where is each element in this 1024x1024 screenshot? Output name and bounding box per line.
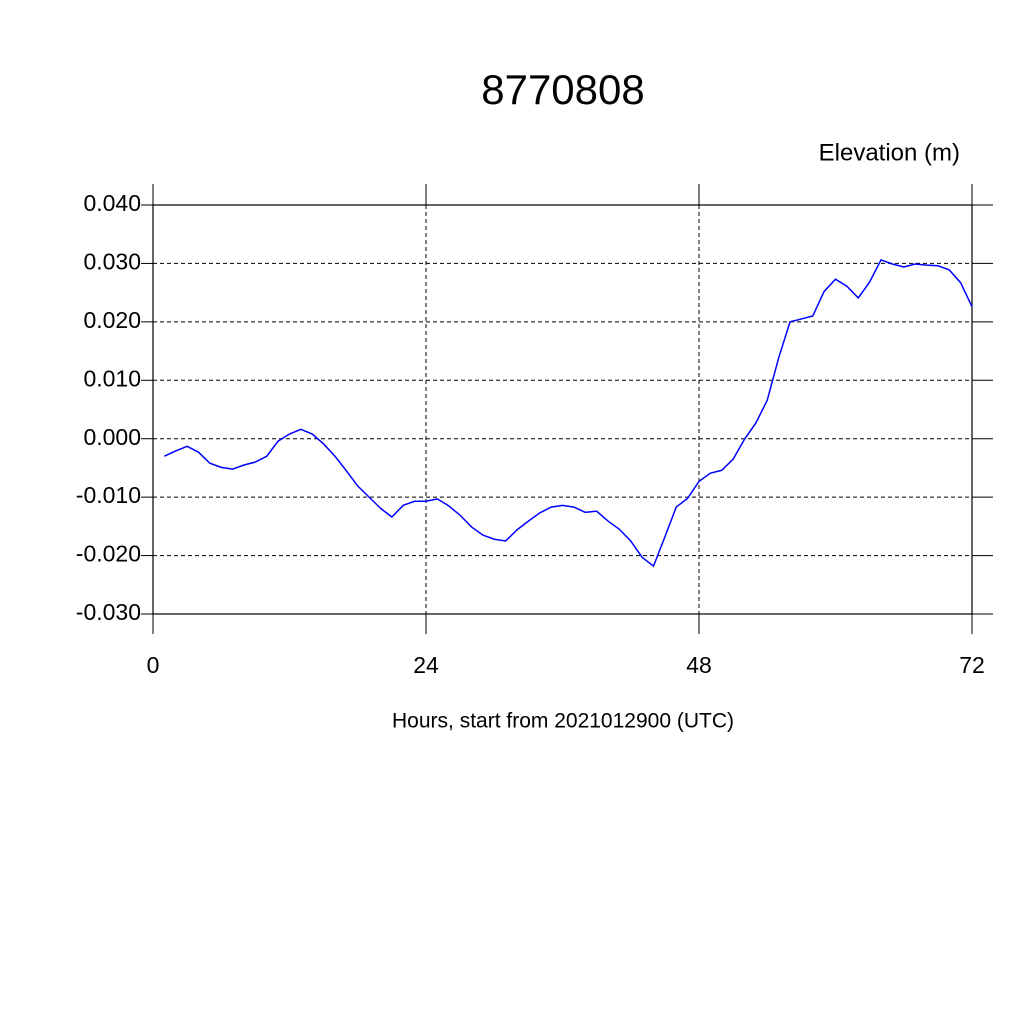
x-axis-label: Hours, start from 2021012900 (UTC) <box>392 710 734 733</box>
x-tick-label: 48 <box>686 652 712 678</box>
data-line <box>164 258 973 568</box>
y-tick-label: 0.030 <box>83 249 141 275</box>
x-tick-label: 24 <box>413 652 439 678</box>
chart-title: 8770808 <box>481 66 645 113</box>
y-tick-label: 0.040 <box>83 190 141 216</box>
y-tick-label: 0.000 <box>83 424 141 450</box>
y-tick-label: -0.030 <box>76 599 141 625</box>
x-tick-label: 0 <box>147 652 160 678</box>
y-tick-label: -0.020 <box>76 541 141 567</box>
y-tick-label: 0.010 <box>83 365 141 391</box>
y-axis-label: Elevation (m) <box>819 139 960 166</box>
plot-frame <box>152 204 973 615</box>
y-tick-label: 0.020 <box>83 307 141 333</box>
y-tick-label: -0.010 <box>76 482 141 508</box>
x-tick-label: 72 <box>959 652 985 678</box>
